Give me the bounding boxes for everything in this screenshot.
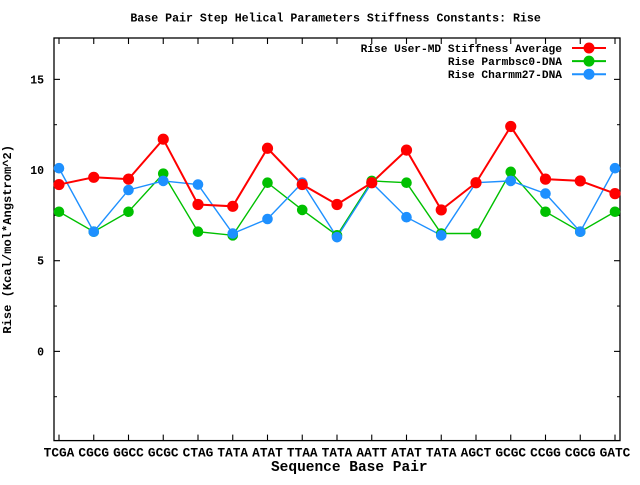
svg-text:GCGC: GCGC	[148, 446, 179, 461]
svg-text:CGCG: CGCG	[565, 446, 596, 461]
svg-text:ATAT: ATAT	[252, 446, 283, 461]
svg-text:Rise User-MD Stiffness Average: Rise User-MD Stiffness Average	[361, 44, 563, 56]
svg-text:AGCT: AGCT	[461, 446, 492, 461]
svg-text:0: 0	[37, 346, 44, 359]
svg-text:Rise Parmbsc0-DNA: Rise Parmbsc0-DNA	[448, 57, 562, 69]
svg-text:ATAT: ATAT	[391, 446, 422, 461]
svg-text:TATA: TATA	[217, 446, 248, 461]
svg-text:Rise (Kcal/mol*Angstrom^2): Rise (Kcal/mol*Angstrom^2)	[1, 145, 15, 334]
svg-text:CCGG: CCGG	[530, 446, 561, 461]
svg-text:5: 5	[37, 256, 44, 269]
svg-text:15: 15	[30, 74, 44, 87]
svg-text:TATA: TATA	[322, 446, 353, 461]
svg-text:10: 10	[30, 165, 44, 178]
svg-text:TATA: TATA	[426, 446, 457, 461]
svg-text:GGCC: GGCC	[113, 446, 144, 461]
svg-text:TCGA: TCGA	[44, 446, 75, 461]
svg-text:Rise Charmm27-DNA: Rise Charmm27-DNA	[448, 70, 562, 82]
svg-text:AATT: AATT	[356, 446, 387, 461]
svg-text:TTAA: TTAA	[287, 446, 318, 461]
svg-text:GCGC: GCGC	[495, 446, 526, 461]
svg-text:GATC: GATC	[600, 446, 631, 461]
svg-text:CTAG: CTAG	[183, 446, 214, 461]
svg-text:Sequence Base Pair: Sequence Base Pair	[271, 460, 428, 476]
svg-text:Base Pair Step Helical Paramet: Base Pair Step Helical Parameters Stiffn…	[130, 13, 541, 26]
svg-text:CGCG: CGCG	[78, 446, 109, 461]
